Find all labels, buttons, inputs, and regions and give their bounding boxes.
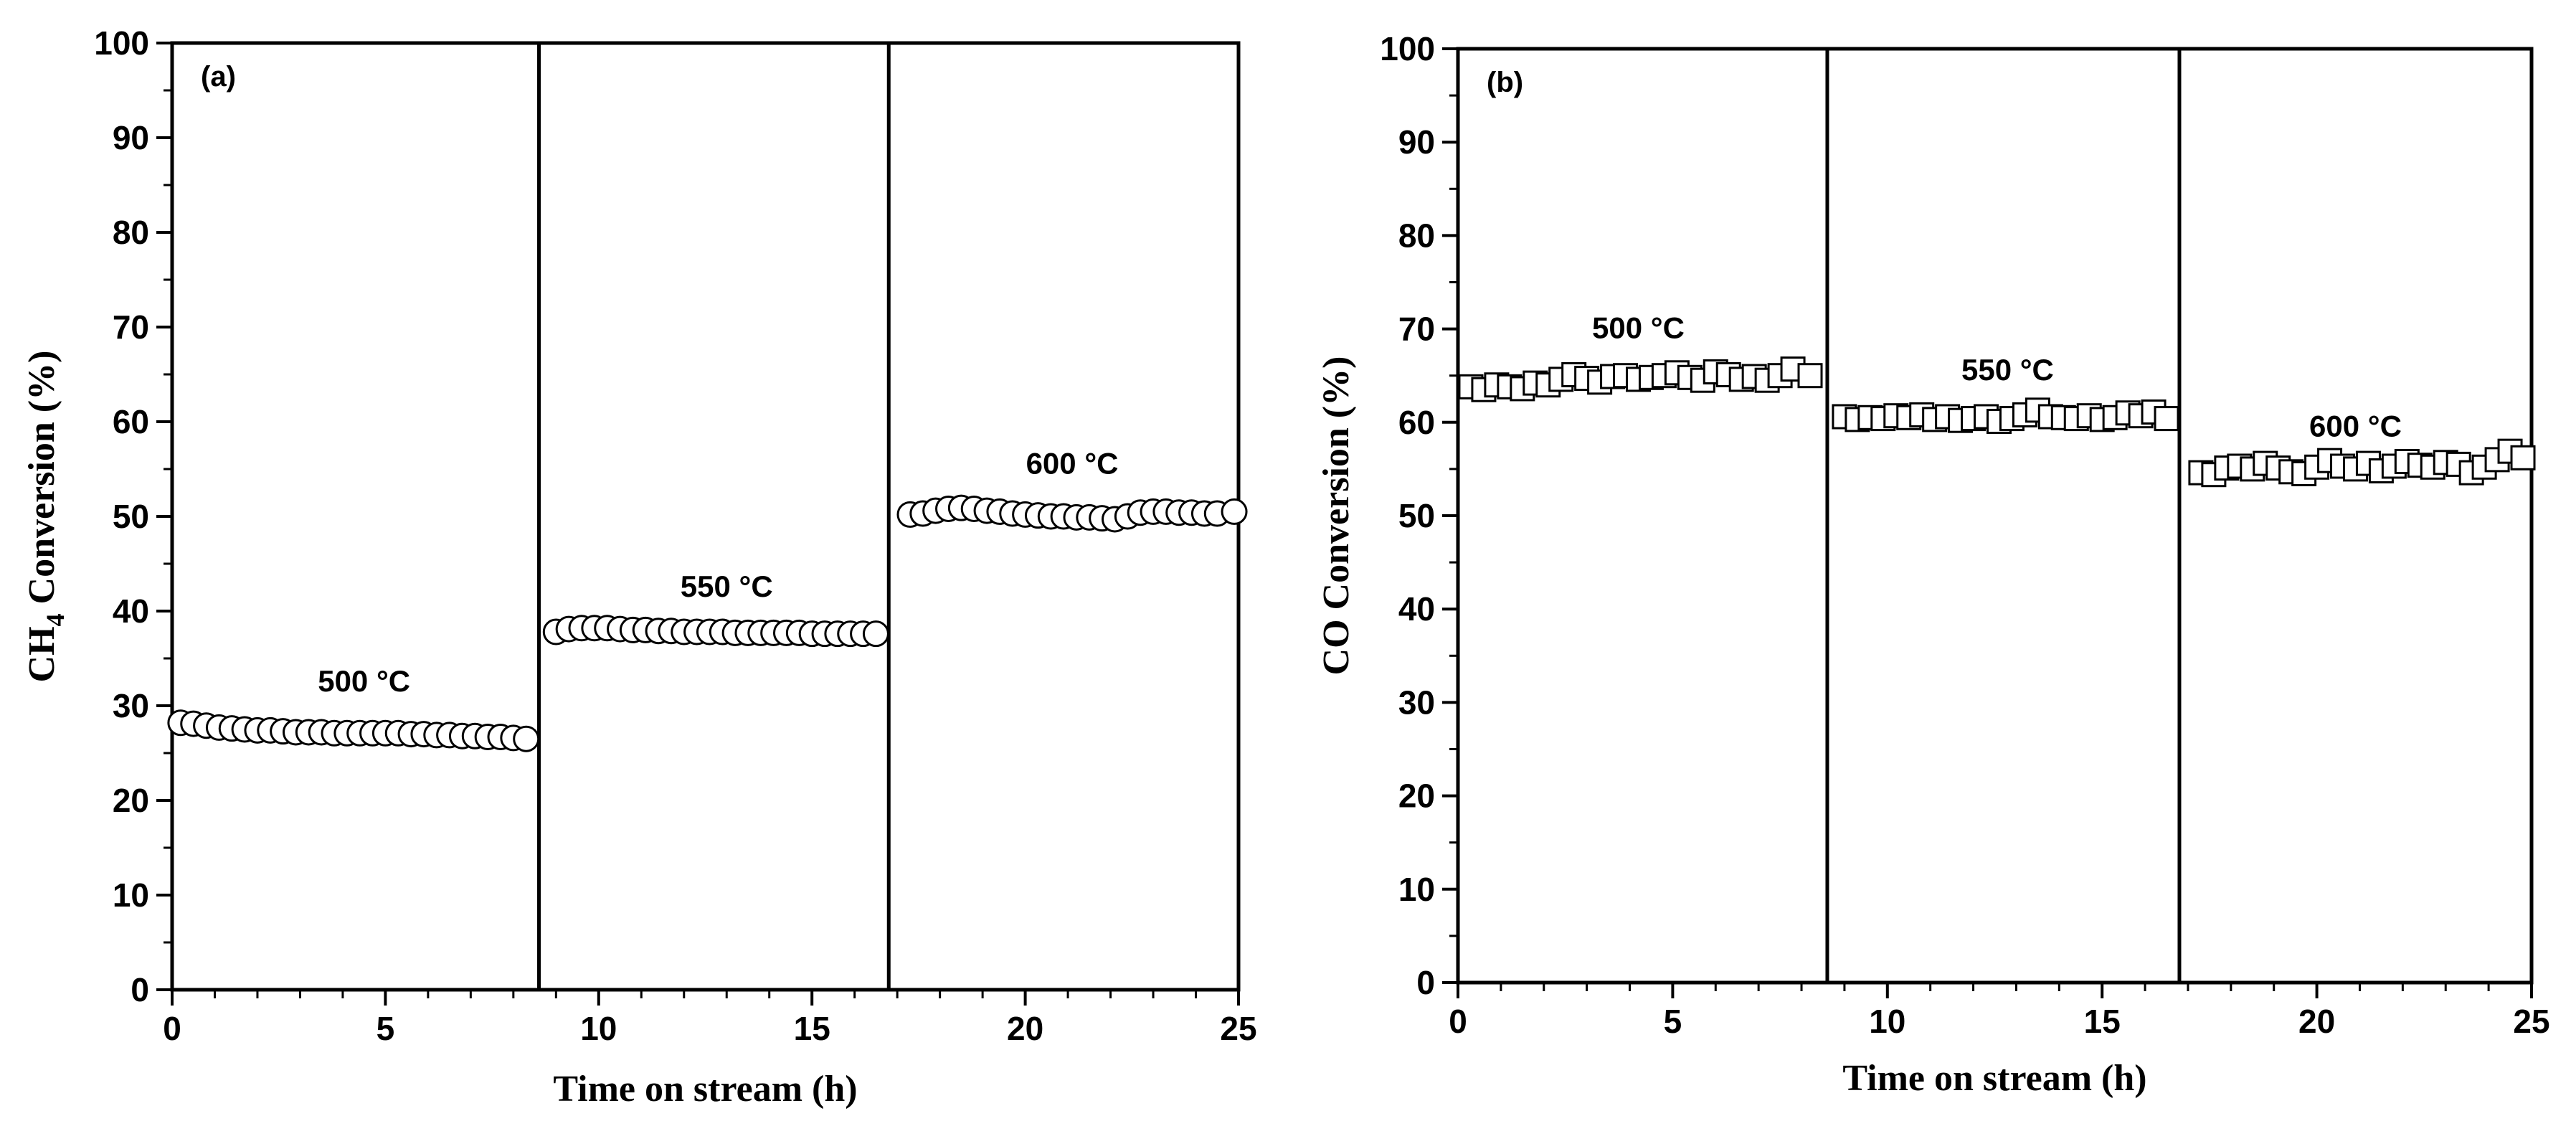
panel-a-ytick-label: 100 (94, 24, 149, 62)
panel-a-xtick-label: 5 (377, 1010, 395, 1047)
panel-a-temperature-label: 600 °C (1026, 447, 1119, 481)
panel-b-ytick-label: 60 (1398, 404, 1435, 441)
panel-b-chart: 0 10 20 30 40 50 60 70 80 90 100 0 5 10 15 20 25 (b) Time … (1316, 30, 2550, 1099)
panel-a-segment-1 (167, 709, 540, 752)
panel-a-y-axis-title-subscript: 4 (41, 613, 70, 626)
panel-a-data-point (1221, 498, 1248, 525)
panel-a-temperature-label: 550 °C (681, 569, 773, 603)
panel-b-ytick-label: 40 (1398, 590, 1435, 628)
panel-a-panel-label: (a) (201, 61, 236, 93)
panel-b-temperature-label: 600 °C (2309, 409, 2402, 443)
panel-b-xtick-label: 25 (2513, 1003, 2549, 1040)
panel-b-y-axis-title-main: CO Conversion (%) (1316, 356, 1357, 676)
panel-b-ytick-label: 90 (1398, 123, 1435, 161)
panel-a-xtick-label: 0 (163, 1010, 181, 1047)
panel-a-data-point (513, 725, 540, 752)
panel-b-ytick-label: 30 (1398, 684, 1435, 721)
panel-b-ytick-label: 20 (1398, 777, 1435, 815)
panel-a-y-axis-title-main: CH (22, 626, 62, 682)
panel-b-data-point (2510, 445, 2536, 470)
panel-a-segment-2 (542, 615, 889, 648)
panel-b-temperature-label: 500 °C (1592, 311, 1685, 345)
panel-b-xtick-label: 5 (1664, 1003, 1682, 1040)
panel-a-ytick-label: 80 (113, 214, 149, 251)
panel-b-segment-2 (1832, 397, 2179, 434)
panel-a-xtick-label: 25 (1220, 1010, 1256, 1047)
panel-b-xtick-label: 20 (2298, 1003, 2335, 1040)
panel-a-ytick-label: 0 (131, 971, 149, 1008)
panel-a-ytick-label: 60 (113, 403, 149, 440)
panel-a-chart: 0 10 20 30 40 50 60 70 80 90 100 0 5 10 15 20 25 (a) Time … (22, 24, 1257, 1110)
panel-b-xtick-label: 15 (2084, 1003, 2121, 1040)
panel-a-ytick-label: 10 (113, 876, 149, 914)
panel-a-ytick-label: 50 (113, 498, 149, 535)
panel-b-data-point (1797, 363, 1823, 389)
panel-a-data-point (862, 620, 889, 648)
panel-b-ytick-label: 10 (1398, 871, 1435, 908)
panel-b-ytick-label: 70 (1398, 311, 1435, 348)
panel-b-ytick-label: 0 (1416, 964, 1435, 1001)
panel-a-ytick-label: 30 (113, 687, 149, 724)
panel-a-segment-3 (896, 494, 1248, 533)
panel-b-data-point (2154, 406, 2179, 432)
panel-a-temperature-label: 500 °C (318, 664, 410, 698)
panel-b-y-axis-title: CO Conversion (%) (1316, 356, 1357, 676)
panel-a-ytick-label: 90 (113, 119, 149, 156)
panel-a-x-axis-title: Time on stream (h) (553, 1069, 857, 1110)
panel-a-xtick-label: 15 (794, 1010, 830, 1047)
panel-b-segment-3 (2188, 438, 2536, 488)
panel-a-y-axis-title-rest: Conversion (%) (22, 351, 62, 614)
panel-b-xtick-label: 10 (1869, 1003, 1905, 1040)
panel-a-ytick-label: 40 (113, 592, 149, 630)
panel-a-ytick-label: 20 (113, 782, 149, 819)
panel-a-xtick-label: 10 (580, 1010, 617, 1047)
panel-b-xtick-label: 0 (1449, 1003, 1467, 1040)
panel-a-y-axis-title: CH4 Conversion (%) (22, 351, 70, 683)
panel-b-temperature-label: 550 °C (1961, 353, 2054, 387)
panel-a-xtick-label: 20 (1007, 1010, 1043, 1047)
panel-b-ytick-label: 80 (1398, 217, 1435, 254)
panel-b-ytick-label: 100 (1380, 30, 1435, 67)
panel-b-ytick-label: 50 (1398, 497, 1435, 534)
panel-a-ytick-label: 70 (113, 308, 149, 346)
panel-b-x-axis-title: Time on stream (h) (1842, 1058, 2146, 1099)
panel-b-panel-label: (b) (1487, 67, 1523, 98)
panel-b-segment-1 (1458, 356, 1823, 402)
